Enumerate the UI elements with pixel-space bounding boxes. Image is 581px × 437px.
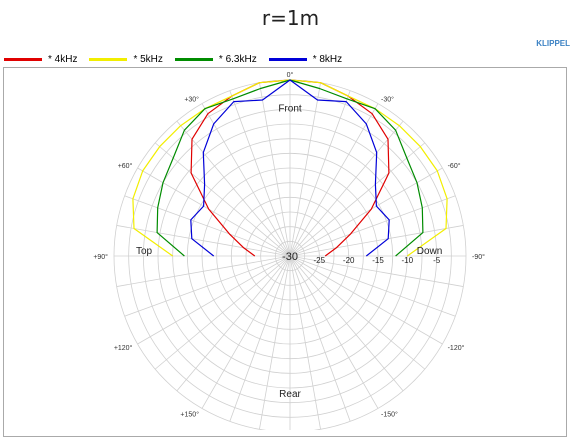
grid-spoke (201, 255, 291, 409)
grid-spoke (289, 120, 404, 257)
angle-label: +150° (180, 411, 199, 419)
grid-spoke (289, 255, 426, 370)
radial-tick-label: -15 (372, 256, 384, 265)
grid-spoke (289, 195, 456, 257)
radial-tick-label: -25 (314, 256, 326, 265)
grid-spoke (229, 255, 291, 422)
grid-spoke (176, 255, 291, 392)
direction-label-down: Down (417, 246, 443, 257)
grid-spoke (289, 255, 464, 287)
grid-spoke (116, 255, 291, 287)
brand-logo: KLIPPEL (536, 39, 570, 48)
grid-spoke (289, 90, 351, 257)
legend-swatch-4khz (4, 57, 42, 61)
legend-label-5khz: * 5kHz (133, 53, 163, 65)
legend-item-8khz: * 8kHz (268, 53, 343, 65)
legend: * 4kHz * 5kHz * 6.3kHz * 8kHz (4, 52, 354, 66)
angle-label: 0° (287, 71, 294, 79)
legend-label-8khz: * 8kHz (312, 53, 343, 65)
angle-label: +90° (93, 253, 108, 261)
angle-label: -60° (448, 162, 461, 170)
legend-swatch-6-3khz (174, 57, 213, 61)
legend-swatch-8khz (268, 57, 307, 61)
grid-spoke (289, 255, 443, 345)
grid-spoke (176, 120, 291, 257)
legend-swatch-5khz (89, 57, 128, 61)
legend-label-4khz: * 4kHz (48, 53, 78, 65)
radial-tick-label: -5 (433, 256, 441, 265)
direction-label-top: Top (136, 246, 153, 257)
grid-spoke (289, 255, 404, 392)
radial-tick-label: -20 (343, 256, 355, 265)
angle-label: -120° (448, 344, 465, 352)
grid-spoke (289, 255, 379, 409)
grid-spoke (229, 90, 291, 257)
grid-spoke (289, 82, 321, 257)
grid-spoke (259, 82, 291, 257)
angle-label: +120° (114, 344, 133, 352)
legend-label-6-3khz: * 6.3kHz (218, 53, 257, 65)
grid-spoke (289, 255, 321, 430)
angle-label: -90° (472, 253, 485, 261)
angle-label: -150° (381, 411, 398, 419)
angle-label: -30° (381, 95, 394, 103)
grid-spoke (289, 142, 426, 257)
grid-spoke (124, 195, 291, 257)
grid-spoke (289, 103, 379, 257)
grid-spoke (154, 142, 291, 257)
grid-spoke (289, 255, 351, 422)
grid-spoke (154, 255, 291, 370)
grid-spoke (289, 255, 456, 317)
legend-item-5khz: * 5kHz (89, 53, 163, 65)
grid-spoke (124, 255, 291, 317)
grid-spoke (289, 225, 464, 257)
legend-item-6-3khz: * 6.3kHz (174, 53, 257, 65)
grid-spoke (259, 255, 291, 430)
chart-title: r=1m (261, 6, 320, 30)
grid-spoke (201, 103, 291, 257)
grid-spoke (116, 225, 291, 257)
angle-label: +60° (118, 162, 133, 170)
grid-spoke (137, 255, 291, 345)
direction-label-front: Front (278, 104, 302, 115)
series-line-8khz (190, 79, 390, 257)
direction-label-rear: Rear (279, 389, 301, 400)
radial-tick-label: -30 (282, 251, 298, 263)
radial-tick-label: -10 (402, 256, 414, 265)
legend-item-4khz: * 4kHz (4, 54, 77, 65)
angle-label: +30° (184, 95, 199, 103)
